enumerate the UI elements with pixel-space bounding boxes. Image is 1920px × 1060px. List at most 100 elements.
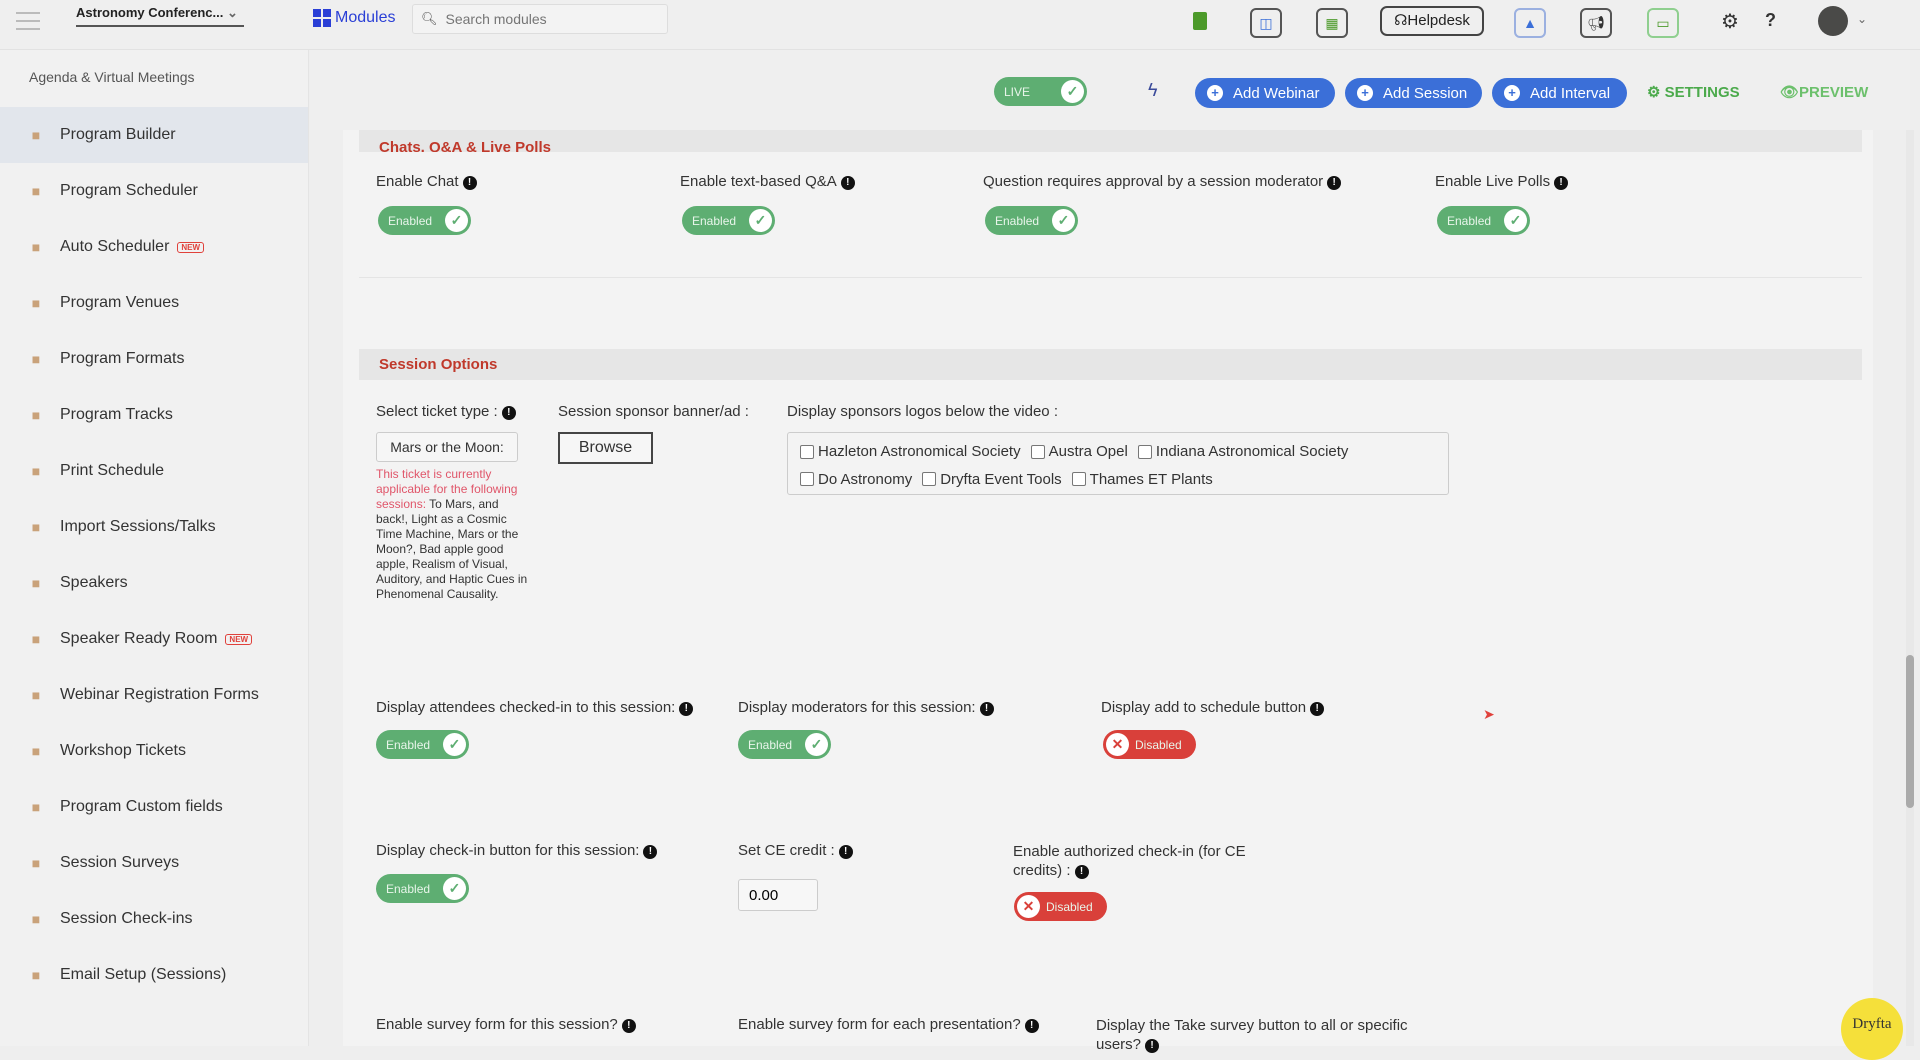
checkbox-icon[interactable] [800,472,814,486]
dryfta-badge[interactable]: Dryfta [1841,998,1903,1060]
info-icon[interactable]: ! [1310,702,1325,716]
help-icon[interactable]: ? [1765,10,1776,30]
add-schedule-toggle[interactable]: ✕ Disabled [1103,730,1196,759]
sponsor-name: Indiana Astronomical Society [1155,443,1349,460]
info-icon[interactable]: ! [643,845,658,859]
document-icon: ■ [31,463,41,479]
sponsor-checkbox[interactable]: Thames ET Plants [1071,467,1213,492]
sidebar-item-auto-scheduler[interactable]: ■ Auto Scheduler NEW [0,219,308,275]
calendar-icon[interactable]: ▦ [1316,8,1348,38]
checkbox-icon[interactable] [800,444,814,459]
browse-button[interactable]: Browse [558,432,653,464]
preview-button[interactable]: 👁︎PREVIEW [1780,83,1868,101]
settings-label: SETTINGS [1664,84,1740,101]
megaphone-icon[interactable]: 📢︎ [1580,8,1612,38]
auth-checkin-label-text: Enable authorized check-in (for CE credi… [1013,843,1246,879]
sidebar-item-import-sessions-talks[interactable]: ■ Import Sessions/Talks [0,499,308,555]
rocket-icon[interactable]: ▲ [1514,8,1546,38]
sidebar-item-program-formats[interactable]: ■ Program Formats [0,331,308,387]
settings-button[interactable]: ⚙ SETTINGS [1647,83,1740,101]
sponsor-checkbox[interactable]: Dryfta Event Tools [922,467,1062,492]
info-icon[interactable]: ! [679,702,694,716]
info-icon[interactable]: ! [1024,1019,1039,1033]
auth-checkin-toggle[interactable]: ✕ Disabled [1014,892,1107,921]
sidebar-item-email-setup-sessions-[interactable]: ■ Email Setup (Sessions) [0,947,308,1003]
info-icon[interactable]: ! [979,702,994,716]
sponsor-checkbox[interactable]: Austra Opel [1030,439,1128,464]
add-session-button[interactable]: + Add Session [1345,78,1482,108]
ticket-type-select[interactable]: Mars or the Moon: [376,432,518,462]
event-selector[interactable]: Astronomy Conferenc... ⌄ [76,5,244,27]
toggle-state: Enabled [692,213,737,228]
sidebar-item-label: Program Formats [60,350,185,367]
sidebar-item-print-schedule[interactable]: ■ Print Schedule [0,443,308,499]
scrollbar-thumb[interactable] [1906,655,1914,808]
helpdesk-label: Helpdesk [1407,12,1470,29]
sidebar-item-session-check-ins[interactable]: ■ Session Check-ins [0,891,308,947]
sidebar-item-workshop-tickets[interactable]: ■ Workshop Tickets [0,723,308,779]
sidebar-item-program-builder[interactable]: ■ Program Builder [0,107,308,163]
sidebar-item-program-venues[interactable]: ■ Program Venues [0,275,308,331]
search-input[interactable] [445,11,646,27]
chat-field-label: Enable text-based Q&A! [680,173,855,190]
sidebar-item-label: Program Builder [60,126,176,143]
add-webinar-button[interactable]: + Add Webinar [1195,78,1335,108]
sidebar-item-program-scheduler[interactable]: ■ Program Scheduler [0,163,308,219]
check-icon: ✓ [443,877,466,900]
attendees-label-text: Display attendees checked-in to this ses… [376,699,676,716]
sidebar-item-speaker-ready-room[interactable]: ■ Speaker Ready Room NEW [0,611,308,667]
checkbox-icon[interactable] [1071,472,1086,486]
checkbox-icon[interactable] [1030,444,1045,459]
sidebar-item-speakers[interactable]: ■ Speakers [0,555,308,611]
info-icon[interactable]: ! [1074,865,1089,879]
info-icon[interactable]: ! [462,176,477,190]
checkbox-icon[interactable] [1137,444,1152,459]
gear-icon[interactable]: ⚙ [1721,11,1739,33]
info-icon[interactable]: ! [838,845,853,859]
chat-field-toggle[interactable]: Enabled ✓ [378,206,471,235]
sponsor-checkbox[interactable]: Do Astronomy [800,467,912,492]
sidebar-item-program-custom-fields[interactable]: ■ Program Custom fields [0,779,308,835]
add-interval-button[interactable]: + Add Interval [1492,78,1627,108]
survey-icon: ■ [31,855,41,871]
money-icon[interactable]: ◫ [1250,8,1282,38]
modules-button[interactable]: Modules [313,9,395,27]
sponsor-name: Thames ET Plants [1089,470,1213,488]
toggle-state: Enabled [386,737,431,752]
menu-icon[interactable] [16,12,40,30]
sidebar-item-webinar-registration-forms[interactable]: ■ Webinar Registration Forms [0,667,308,723]
briefcase-icon[interactable] [1193,12,1207,30]
lightning-icon[interactable]: ϟ [1148,80,1158,100]
microphone-icon: ■ [31,631,41,647]
info-icon[interactable]: ! [1554,176,1569,190]
chat-field-toggle[interactable]: Enabled ✓ [682,206,775,235]
info-icon[interactable]: ! [840,176,855,190]
attendees-toggle[interactable]: Enabled ✓ [376,730,469,759]
checkbox-icon[interactable] [922,472,937,486]
info-icon[interactable]: ! [1145,1039,1160,1053]
info-icon[interactable]: ! [1327,176,1342,190]
gear-icon: ⚙ [1647,84,1665,101]
avatar[interactable] [1818,6,1848,36]
monitor-icon[interactable]: ▭ [1647,8,1679,38]
checkin-button-toggle[interactable]: Enabled ✓ [376,874,469,903]
search-modules[interactable]: 🔍︎ [412,4,668,34]
live-toggle[interactable]: LIVE ✓ [994,77,1087,106]
sidebar-item-session-surveys[interactable]: ■ Session Surveys [0,835,308,891]
toggle-state: Enabled [748,737,793,752]
toggle-state: Disabled [1135,737,1182,752]
helpdesk-button[interactable]: ☊Helpdesk [1380,6,1484,36]
moderators-label-text: Display moderators for this session: [738,699,976,716]
chat-field-toggle[interactable]: Enabled ✓ [1437,206,1530,235]
info-icon[interactable]: ! [621,1019,636,1033]
moderators-toggle[interactable]: Enabled ✓ [738,730,831,759]
info-icon[interactable]: ! [501,406,516,420]
sponsor-checkbox[interactable]: Indiana Astronomical Society [1137,439,1349,464]
sponsor-checkbox[interactable]: Hazleton Astronomical Society [800,439,1021,464]
sidebar-item-program-tracks[interactable]: ■ Program Tracks [0,387,308,443]
chat-field-toggle[interactable]: Enabled ✓ [985,206,1078,235]
ce-credit-input[interactable] [738,879,818,911]
scrollbar[interactable] [1906,130,1914,1046]
sidebar-item-label: Webinar Registration Forms [60,686,259,703]
chevron-down-icon[interactable]: ⌄ [1857,12,1868,26]
